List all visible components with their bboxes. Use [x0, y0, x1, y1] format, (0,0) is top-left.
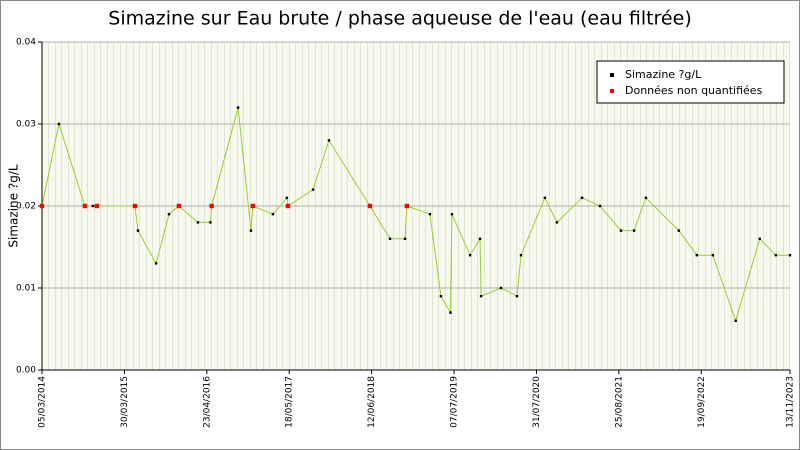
data-point	[82, 203, 88, 209]
data-point	[788, 254, 792, 257]
x-tick-label: 18/05/2017	[285, 376, 295, 428]
data-point	[515, 295, 519, 298]
legend-items: Simazine ?g/L Données non quantifiées	[610, 68, 763, 97]
data-point	[94, 203, 100, 209]
x-tick-label: 23/04/2016	[202, 376, 212, 428]
data-point	[632, 229, 636, 232]
x-tick-label: 19/09/2022	[697, 376, 707, 428]
data-point	[644, 196, 648, 199]
data-point	[439, 295, 443, 298]
data-point	[285, 203, 291, 209]
marks	[39, 106, 792, 323]
x-tick-label: 07/07/2019	[450, 376, 460, 428]
data-point	[758, 237, 761, 240]
data-point	[519, 254, 523, 257]
data-point	[91, 204, 95, 208]
data-point	[39, 203, 45, 209]
data-point	[285, 196, 289, 199]
data-point	[367, 203, 373, 209]
x-tick-label: 05/03/2014	[38, 376, 48, 428]
data-point	[132, 203, 138, 209]
x-tick-label: 31/07/2020	[532, 376, 542, 428]
data-point	[209, 221, 212, 224]
y-axis-title: Simazine ?g/L	[7, 164, 21, 247]
legend	[596, 60, 785, 104]
data-point	[449, 311, 452, 314]
x-tick-label: 25/08/2021	[614, 376, 624, 428]
data-point	[428, 213, 432, 216]
y-tick-label: 0.00	[16, 366, 36, 376]
data-point	[598, 204, 602, 208]
data-point	[774, 254, 778, 257]
data-point	[619, 229, 623, 232]
x-tick-label: 12/06/2018	[367, 376, 377, 428]
data-point	[711, 254, 715, 257]
data-point	[311, 188, 315, 191]
data-point	[734, 319, 737, 322]
data-point	[136, 229, 140, 232]
data-point	[154, 262, 158, 265]
legend-marker	[610, 73, 614, 77]
data-point	[327, 139, 331, 142]
data-point	[57, 122, 61, 126]
data-point	[196, 221, 200, 224]
data-point	[450, 213, 454, 216]
grid: 0.00 0.01 0.02 0.03 0.04 05/03/2014 30/03/2015…	[16, 38, 796, 428]
data-point	[176, 203, 182, 209]
data-point	[403, 237, 407, 240]
data-point	[580, 196, 584, 199]
data-point	[555, 221, 559, 224]
legend-marker	[610, 89, 614, 93]
data-point	[543, 196, 547, 199]
data-point	[250, 203, 256, 209]
data-point	[388, 237, 392, 240]
data-point	[249, 229, 253, 232]
data-point	[695, 254, 699, 257]
y-tick-label: 0.01	[16, 284, 36, 294]
data-point	[271, 213, 275, 216]
y-tick-label: 0.04	[16, 38, 36, 48]
data-point	[167, 213, 171, 216]
legend-label: Données non quantifiées	[625, 84, 763, 97]
data-point	[236, 106, 240, 109]
chart-title: Simazine sur Eau brute / phase aqueuse d…	[108, 8, 691, 30]
legend-label: Simazine ?g/L	[625, 68, 702, 81]
data-point	[404, 203, 410, 209]
data-point	[479, 295, 483, 298]
data-point	[499, 286, 503, 290]
y-tick-label: 0.03	[16, 120, 36, 130]
x-tick-label: 13/11/2023	[786, 376, 796, 428]
data-point	[478, 237, 482, 240]
data-point	[209, 203, 214, 209]
y-tick-label: 0.02	[16, 202, 36, 212]
data-point	[677, 229, 681, 232]
x-tick-label: 30/03/2015	[120, 376, 130, 428]
data-point	[468, 254, 472, 257]
